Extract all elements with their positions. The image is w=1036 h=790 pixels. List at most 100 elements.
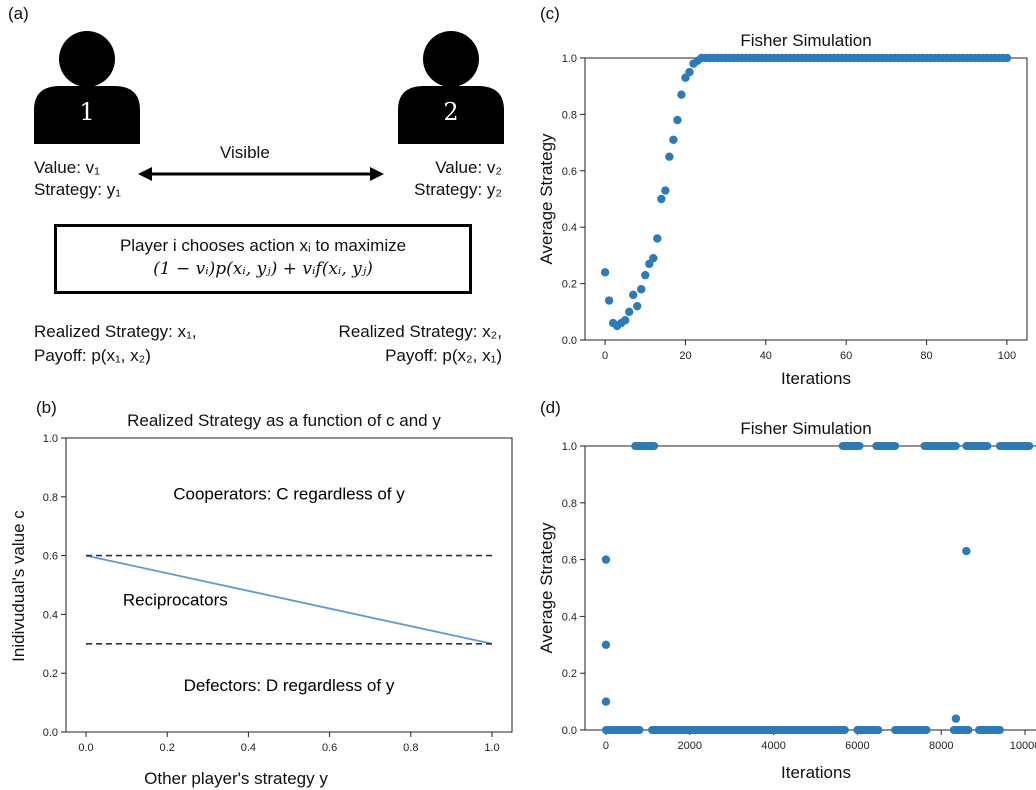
x-tick-label: 40 [760,350,772,362]
y-tick-label: 0.4 [562,222,577,234]
visible-label: Visible [220,143,270,162]
y-tick-label: 0.0 [562,335,577,347]
data-point [649,254,658,263]
y-tick-label: 0.0 [562,725,577,737]
data-point [661,186,670,195]
objective-line-1: Player i chooses action xᵢ to maximize [119,236,407,255]
chart-b-plot-area [65,437,513,733]
x-tick-label: 1.0 [484,742,499,754]
data-point [641,270,650,280]
x-tick-label: 10000 [1010,740,1036,752]
panel-a-label: (a) [8,4,29,23]
data-point [633,301,642,311]
chart-c-points [600,53,1012,331]
reciprocator-boundary-line [85,554,493,645]
data-point [620,316,630,325]
x-tick-label: 6000 [845,740,869,752]
chart-b: 0.0 0.2 0.4 0.6 0.8 1.0 0.0 0.2 0.4 0.6 0.8 1.0 Co… [9,404,513,788]
y-tick-label: 0.6 [562,555,577,567]
chart-b-lines [85,554,493,645]
data-point [601,555,611,564]
x-tick-label: 0.2 [160,742,175,754]
y-tick-label: 0.2 [43,668,58,680]
y-tick-label: 0.4 [43,609,58,621]
data-point [604,296,614,305]
x-tick-label: 100 [998,350,1016,362]
data-point [962,546,971,556]
objective-box: Player i chooses action xᵢ to maximize (… [54,224,472,294]
y-tick-label: 1.0 [43,433,58,445]
y-tick-label: 0.2 [562,279,577,291]
chart-c-y-ticks: 0.0 0.2 0.4 0.6 0.8 1.0 [562,53,585,347]
y-tick-label: 0.6 [43,551,58,563]
visible-double-arrow [138,167,384,181]
data-point [951,714,961,723]
x-tick-label: 8000 [929,740,953,752]
y-tick-label: 1.0 [562,53,577,65]
player-1-payoff: Payoff: p(x₁, x₂) [34,346,151,365]
y-tick-label: 0.8 [562,109,577,121]
player-2-number: 2 [443,98,459,126]
chart-c-y-axis-title: Average Strategy [537,133,556,265]
data-point [677,90,686,99]
player-1-value: Value: v₁ [34,158,100,177]
x-tick-label: 0.8 [403,742,418,754]
x-tick-label: 60 [840,350,852,362]
player-2-payoff: Payoff: p(x₂, x₁) [385,346,502,365]
player-1-strategy: Strategy: y₁ [34,180,121,199]
x-tick-label: 0.0 [78,742,93,754]
chart-b-x-ticks: 0.0 0.2 0.4 0.6 0.8 1.0 [78,732,500,754]
chart-b-annotations: Cooperators: C regardless of y Reciprocat… [123,485,405,695]
player-1-icon [34,31,140,144]
data-point [653,234,662,243]
x-tick-label: 2000 [678,740,702,752]
objective-equation: (1 − vᵢ)p(xᵢ, yⱼ) + vᵢf(xᵢ, yⱼ) [153,259,373,279]
y-tick-label: 0.8 [43,492,58,504]
y-tick-label: 0.4 [562,611,577,623]
data-point [601,697,611,706]
chart-c-x-ticks: 0 20 40 60 80 100 [602,340,1016,362]
chart-d-x-ticks: 0 2000 4000 6000 8000 10000 [603,730,1036,752]
chart-d-title: Fisher Simulation [740,419,871,438]
x-tick-label: 80 [920,350,932,362]
chart-c-plot-area [584,57,1028,341]
y-tick-label: 0.6 [562,166,577,178]
y-tick-label: 0.2 [562,668,577,680]
y-tick-label: 0.8 [562,498,577,510]
chart-d-plot-area [584,445,1036,731]
chart-c: 0.0 0.2 0.4 0.6 0.8 1.0 0 20 40 60 80 100 Fisher S… [537,31,1028,388]
player-2-realized-strategy: Realized Strategy: x₂, [338,322,502,341]
x-tick-label: 20 [679,350,691,362]
chart-d-y-ticks: 0.0 0.2 0.4 0.6 0.8 1.0 [562,441,585,737]
panel-b-label: (b) [36,398,57,417]
player-2-strategy: Strategy: y₂ [414,180,502,199]
data-point [629,290,638,300]
region-label: Defectors: D regardless of y [184,676,395,695]
player-1-number: 1 [79,98,95,126]
chart-c-title: Fisher Simulation [740,31,871,50]
chart-b-x-axis-title: Other player's strategy y [144,769,328,788]
data-point [665,152,674,161]
data-point [685,67,694,77]
data-point [657,194,666,204]
chart-b-y-axis-title: Inidivudual's value c [9,510,28,662]
data-point [625,307,634,316]
chart-d-y-axis-title: Average Strategy [537,522,556,654]
x-tick-label: 0.4 [241,742,256,754]
y-tick-label: 0.0 [43,727,58,739]
data-point [673,115,682,125]
x-tick-label: 0 [602,350,608,362]
chart-d-x-axis-title: Iterations [781,763,851,782]
chart-b-y-ticks: 0.0 0.2 0.4 0.6 0.8 1.0 [43,433,66,739]
chart-d-runs [601,442,1034,734]
player-1-realized-strategy: Realized Strategy: x₁, [34,322,197,341]
data-point [669,135,678,144]
region-label: Reciprocators [123,591,228,610]
data-point [1002,53,1012,63]
y-tick-label: 1.0 [562,441,577,453]
panel-d-label: (d) [540,398,561,417]
chart-c-x-axis-title: Iterations [781,369,851,388]
x-tick-label: 0 [603,740,609,752]
data-point [600,268,610,277]
player-2-icon [398,31,504,144]
